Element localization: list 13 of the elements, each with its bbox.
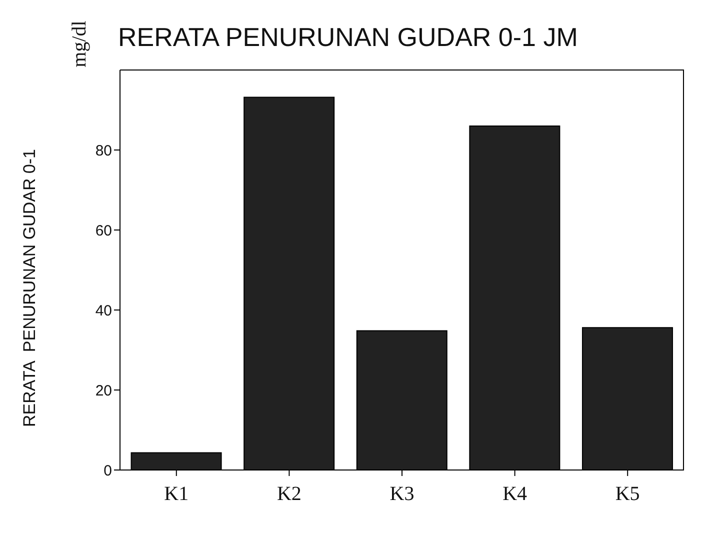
y-tick-label: 20 — [95, 382, 112, 400]
y-tick-label: 60 — [95, 222, 112, 240]
x-tick-label: K3 — [390, 483, 414, 506]
x-tick-label: K5 — [615, 483, 640, 506]
x-tick-label: K1 — [164, 483, 189, 506]
y-tick-label: 0 — [104, 462, 112, 480]
chart-title: RERATA PENURUNAN GUDAR 0-1 JM — [118, 22, 578, 53]
y-tick-label: 40 — [95, 302, 112, 320]
text: mg/dl — [68, 20, 92, 68]
x-tick-label: K2 — [276, 483, 302, 506]
x-tick-label: K4 — [502, 483, 528, 506]
y-tick-label: 80 — [95, 142, 112, 160]
y-axis-title: RERATA PENURUNAN GUDAR 0-1 — [20, 148, 40, 428]
